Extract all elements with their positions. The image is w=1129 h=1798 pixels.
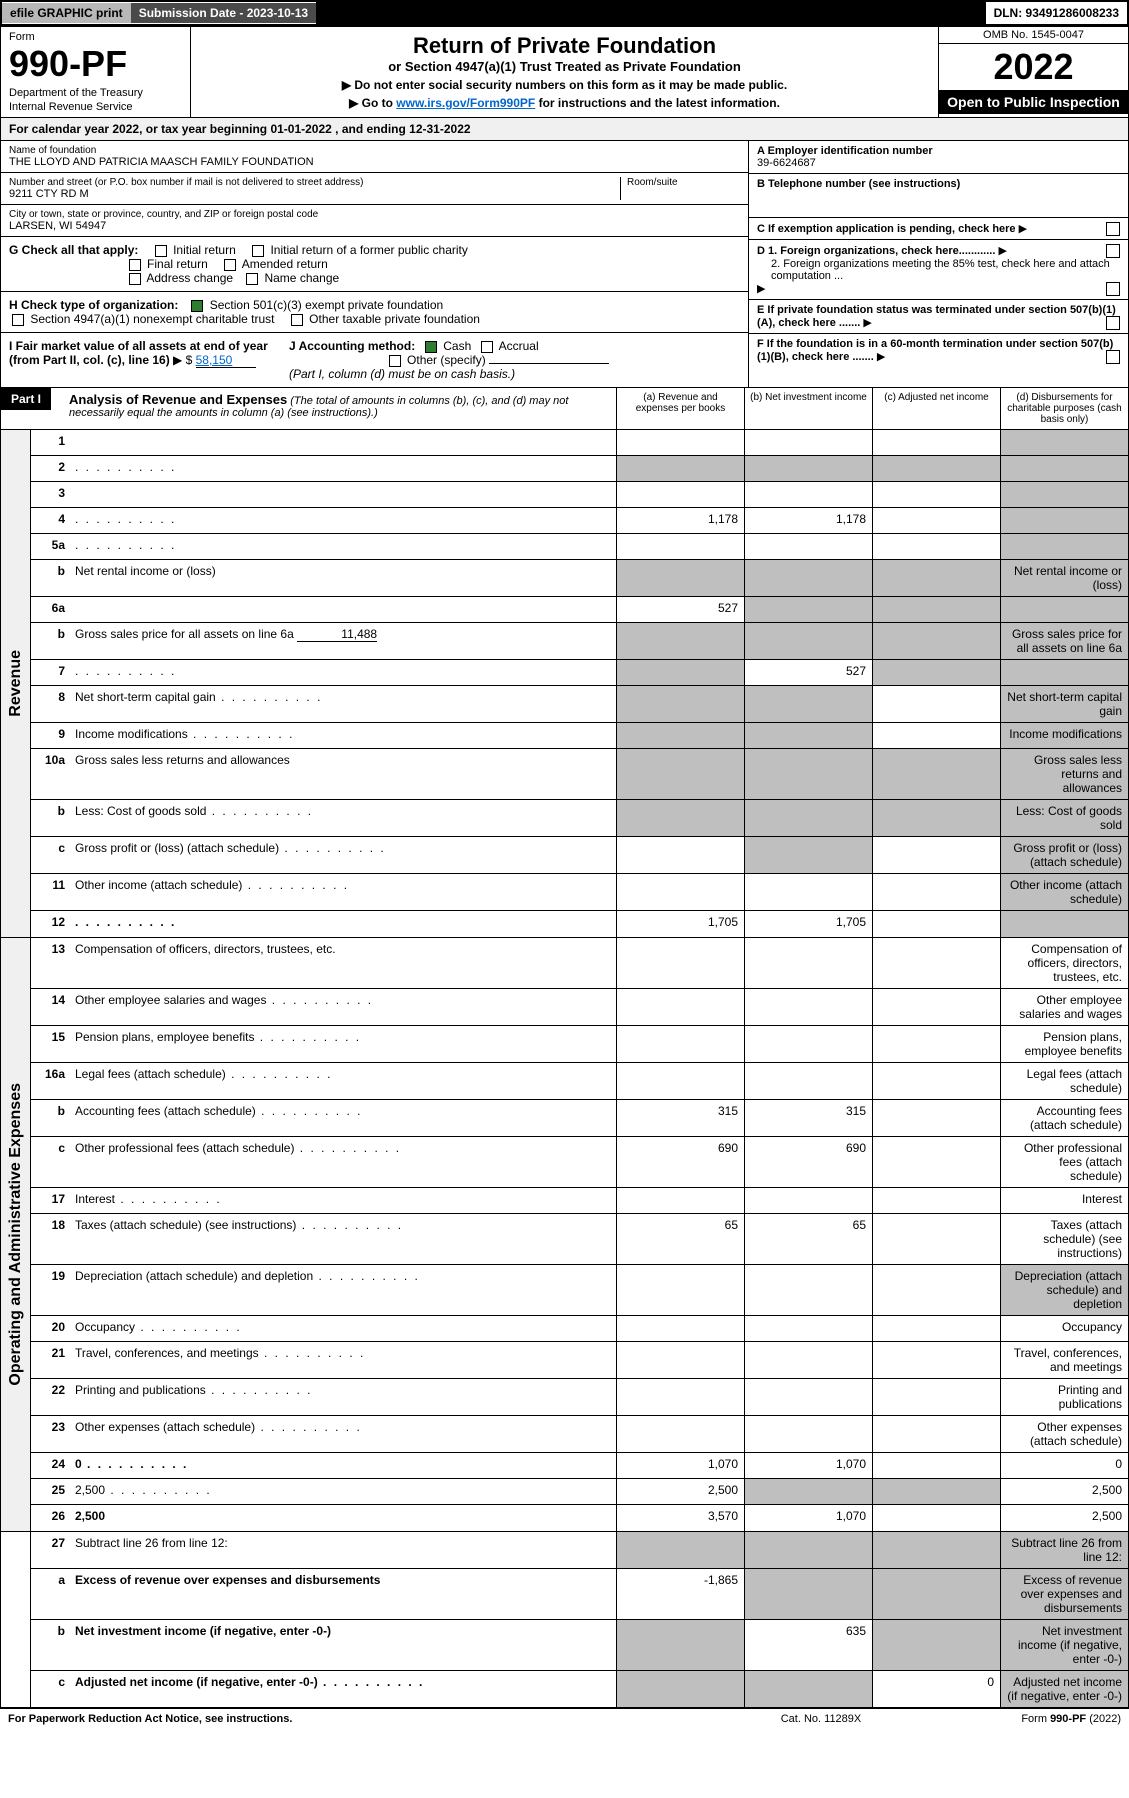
table-row: 23Other expenses (attach schedule)Other … — [31, 1416, 1128, 1453]
addr-label: Number and street (or P.O. box number if… — [9, 177, 620, 188]
table-row: 2 — [31, 456, 1128, 482]
table-row: 6a527 — [31, 597, 1128, 623]
col-b-head: (b) Net investment income — [744, 388, 872, 429]
table-row: 8Net short-term capital gainNet short-te… — [31, 686, 1128, 723]
tax-year: 2022 — [939, 44, 1128, 90]
table-row: cAdjusted net income (if negative, enter… — [31, 1671, 1128, 1707]
table-row: bNet rental income or (loss)Net rental i… — [31, 560, 1128, 597]
section-ij: I Fair market value of all assets at end… — [1, 333, 748, 387]
city-label: City or town, state or province, country… — [9, 209, 740, 220]
address: 9211 CTY RD M — [9, 188, 620, 200]
ein: 39-6624687 — [757, 157, 816, 169]
table-row: 262,5003,5701,0702,500 — [31, 1505, 1128, 1531]
table-row: 121,7051,705 — [31, 911, 1128, 937]
expenses-label: Operating and Administrative Expenses — [5, 1079, 27, 1390]
form-link[interactable]: www.irs.gov/Form990PF — [396, 96, 535, 110]
footer-left: For Paperwork Reduction Act Notice, see … — [8, 1713, 721, 1725]
table-row: 14Other employee salaries and wagesOther… — [31, 989, 1128, 1026]
dln: DLN: 93491286008233 — [986, 3, 1127, 23]
table-row: aExcess of revenue over expenses and dis… — [31, 1569, 1128, 1620]
table-row: 3 — [31, 482, 1128, 508]
section-d1: D 1. Foreign organizations, check here..… — [757, 245, 995, 257]
table-row: cOther professional fees (attach schedul… — [31, 1137, 1128, 1188]
instr-1: ▶ Do not enter social security numbers o… — [197, 78, 932, 92]
footer-right: Form 990-PF (2022) — [921, 1713, 1121, 1725]
omb: OMB No. 1545-0047 — [939, 27, 1128, 44]
form-subtitle: or Section 4947(a)(1) Trust Treated as P… — [197, 59, 932, 74]
table-row: 20OccupancyOccupancy — [31, 1316, 1128, 1342]
table-row: 7527 — [31, 660, 1128, 686]
table-row: 18Taxes (attach schedule) (see instructi… — [31, 1214, 1128, 1265]
table-row: 22Printing and publicationsPrinting and … — [31, 1379, 1128, 1416]
dept: Department of the Treasury — [9, 87, 182, 99]
table-row: 10aGross sales less returns and allowanc… — [31, 749, 1128, 800]
table-row: bNet investment income (if negative, ent… — [31, 1620, 1128, 1671]
form-number: 990-PF — [9, 43, 182, 85]
table-row: 1 — [31, 430, 1128, 456]
submission-date: Submission Date - 2023-10-13 — [131, 3, 316, 23]
section-g: G Check all that apply: Initial return I… — [1, 237, 748, 292]
table-row: 5a — [31, 534, 1128, 560]
revenue-label: Revenue — [5, 646, 27, 721]
table-row: bLess: Cost of goods soldLess: Cost of g… — [31, 800, 1128, 837]
table-row: bAccounting fees (attach schedule)315315… — [31, 1100, 1128, 1137]
table-row: 21Travel, conferences, and meetingsTrave… — [31, 1342, 1128, 1379]
spacer — [316, 2, 985, 24]
col-a-head: (a) Revenue and expenses per books — [616, 388, 744, 429]
calendar-year: For calendar year 2022, or tax year begi… — [0, 118, 1129, 141]
ein-label: A Employer identification number — [757, 145, 933, 157]
col-c-head: (c) Adjusted net income — [872, 388, 1000, 429]
table-row: 16aLegal fees (attach schedule)Legal fee… — [31, 1063, 1128, 1100]
section-h: H Check type of organization: Section 50… — [1, 292, 748, 333]
efile-label: efile GRAPHIC print — [2, 3, 131, 23]
table-row: 2401,0701,0700 — [31, 1453, 1128, 1479]
open-public: Open to Public Inspection — [939, 90, 1128, 114]
foundation-name: THE LLOYD AND PATRICIA MAASCH FAMILY FOU… — [9, 156, 740, 168]
section-d2: 2. Foreign organizations meeting the 85%… — [757, 258, 1120, 282]
table-row: 252,5002,5002,500 — [31, 1479, 1128, 1505]
table-row: 13Compensation of officers, directors, t… — [31, 938, 1128, 989]
name-label: Name of foundation — [9, 145, 740, 156]
form-label: Form — [9, 31, 182, 43]
col-d-head: (d) Disbursements for charitable purpose… — [1000, 388, 1128, 429]
section-f: F If the foundation is in a 60-month ter… — [757, 338, 1113, 363]
irs: Internal Revenue Service — [9, 101, 182, 113]
table-row: 41,1781,178 — [31, 508, 1128, 534]
part-1-label: Part I — [1, 388, 51, 410]
section-e: E If private foundation status was termi… — [757, 304, 1116, 329]
room-label: Room/suite — [627, 177, 740, 188]
table-row: cGross profit or (loss) (attach schedule… — [31, 837, 1128, 874]
table-row: 11Other income (attach schedule)Other in… — [31, 874, 1128, 911]
table-row: 19Depreciation (attach schedule) and dep… — [31, 1265, 1128, 1316]
table-row: bGross sales price for all assets on lin… — [31, 623, 1128, 660]
table-row: 17InterestInterest — [31, 1188, 1128, 1214]
city: LARSEN, WI 54947 — [9, 220, 740, 232]
phone-label: B Telephone number (see instructions) — [757, 178, 960, 190]
form-title: Return of Private Foundation — [197, 33, 932, 59]
table-row: 15Pension plans, employee benefitsPensio… — [31, 1026, 1128, 1063]
footer-mid: Cat. No. 11289X — [721, 1713, 921, 1725]
instr-2: ▶ Go to www.irs.gov/Form990PF for instru… — [197, 96, 932, 110]
table-row: 27Subtract line 26 from line 12:Subtract… — [31, 1532, 1128, 1569]
table-row: 9Income modificationsIncome modification… — [31, 723, 1128, 749]
section-c: C If exemption application is pending, c… — [757, 223, 1016, 235]
part-1-title: Analysis of Revenue and Expenses — [69, 392, 287, 407]
